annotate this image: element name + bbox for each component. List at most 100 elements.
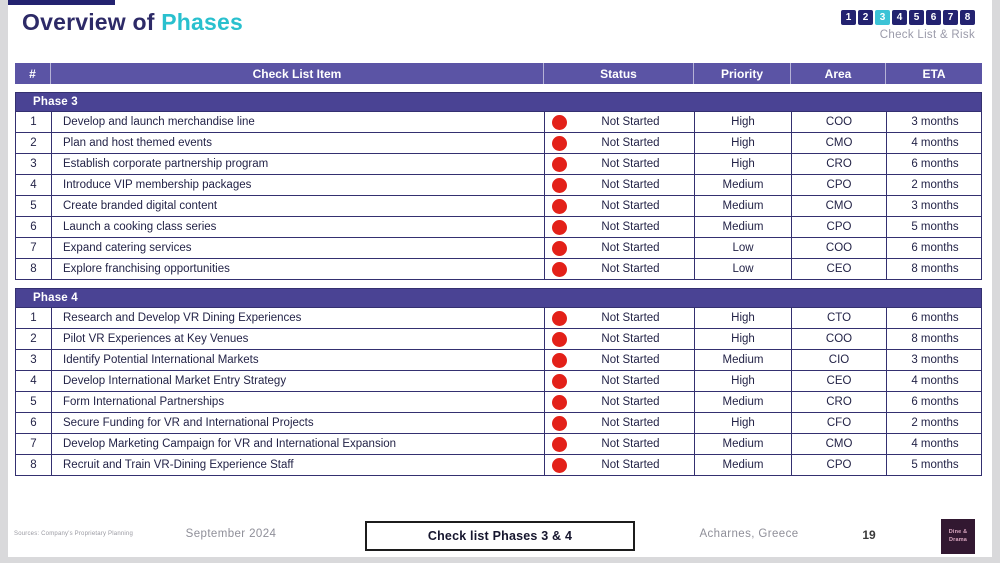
cell-status: Not Started [544,154,694,174]
table-row: 1 Research and Develop VR Dining Experien… [16,307,981,328]
cell-num: 3 [30,354,37,366]
status-dot-icon [552,261,567,277]
cell-num: 4 [30,375,37,387]
status-text: Not Started [601,333,660,345]
cell-item: Pilot VR Experiences at Key Venues [51,329,544,349]
cell-eta: 4 months [886,133,983,153]
cell-priority: Medium [694,196,791,216]
column-header-area: Area [790,63,885,84]
column-header-eta: ETA [885,63,982,84]
table-header-row: # Check List Item Status Priority Area ETA [15,63,982,84]
status-text: Not Started [601,417,660,429]
page-title: Overview of Phases [22,9,243,36]
page-nav-box-7[interactable]: 7 [943,10,958,25]
cell-priority: Medium [694,175,791,195]
page-nav-box-5[interactable]: 5 [909,10,924,25]
status-text: Not Started [601,137,660,149]
cell-status: Not Started [544,308,694,328]
cell-item: Recruit and Train VR-Dining Experience S… [51,455,544,475]
column-header-item: Check List Item [50,63,543,84]
cell-num: 1 [30,312,37,324]
cell-priority: High [694,329,791,349]
cell-priority: Low [694,238,791,258]
slide-tagline: Check list Phases 3 & 4 [427,529,573,543]
cell-status: Not Started [544,238,694,258]
cell-priority: Low [694,259,791,279]
page-nav-box-2[interactable]: 2 [858,10,873,25]
cell-eta: 6 months [886,308,983,328]
cell-priority: Medium [694,350,791,370]
cell-area: CEO [791,259,886,279]
table-row: 7 Develop Marketing Campaign for VR and I… [16,433,981,454]
column-header-status: Status [543,63,693,84]
status-dot-icon [552,219,567,235]
sources-note: Sources: Company's Proprietary Planning [14,531,133,537]
cell-area: CIO [791,350,886,370]
status-dot-icon [552,114,567,130]
cell-item: Introduce VIP membership packages [51,175,544,195]
cell-status: Not Started [544,455,694,475]
cell-eta: 4 months [886,434,983,454]
cell-eta: 6 months [886,392,983,412]
page-nav-box-8[interactable]: 8 [960,10,975,25]
cell-area: CFO [791,413,886,433]
cell-status: Not Started [544,217,694,237]
table-row: 4 Develop International Market Entry Stra… [16,370,981,391]
cell-num: 7 [30,438,37,450]
status-dot-icon [552,177,567,193]
status-text: Not Started [601,116,660,128]
cell-eta: 5 months [886,455,983,475]
status-dot-icon [552,415,567,431]
cell-item: Establish corporate partnership program [51,154,544,174]
status-text: Not Started [601,438,660,450]
cell-status: Not Started [544,350,694,370]
page-nav-box-3[interactable]: 3 [875,10,890,25]
table-row: 5 Create branded digital content Not Start… [16,195,981,216]
table-row: 1 Develop and launch merchandise line Not … [16,111,981,132]
status-text: Not Started [601,459,660,471]
cell-priority: Medium [694,217,791,237]
cell-area: COO [791,238,886,258]
title-accent: Phases [161,9,243,35]
cell-status: Not Started [544,175,694,195]
page-nav-box-4[interactable]: 4 [892,10,907,25]
page-nav-box-1[interactable]: 1 [841,10,856,25]
column-header-num: # [29,66,36,81]
phase-band: Phase 3 [16,93,981,111]
page-nav-box-6[interactable]: 6 [926,10,941,25]
footer-date: September 2024 [185,528,277,540]
status-text: Not Started [601,158,660,170]
status-dot-icon [552,156,567,172]
table-row: 2 Pilot VR Experiences at Key Venues Not S… [16,328,981,349]
table-row: 2 Plan and host themed events Not Started H… [16,132,981,153]
cell-eta: 4 months [886,371,983,391]
status-dot-icon [552,373,567,389]
status-text: Not Started [601,375,660,387]
cell-priority: High [694,413,791,433]
cell-eta: 2 months [886,175,983,195]
cell-area: CRO [791,154,886,174]
status-dot-icon [552,394,567,410]
cell-item: Plan and host themed events [51,133,544,153]
status-dot-icon [552,198,567,214]
status-text: Not Started [601,221,660,233]
cell-eta: 3 months [886,196,983,216]
cell-status: Not Started [544,413,694,433]
cell-area: CMO [791,434,886,454]
cell-priority: High [694,154,791,174]
status-text: Not Started [601,263,660,275]
cell-num: 8 [30,263,37,275]
cell-item: Launch a cooking class series [51,217,544,237]
cell-priority: Medium [694,434,791,454]
cell-num: 8 [30,459,37,471]
cell-eta: 3 months [886,350,983,370]
cell-num: 6 [30,417,37,429]
cell-status: Not Started [544,392,694,412]
cell-item: Develop International Market Entry Strat… [51,371,544,391]
cell-num: 4 [30,179,37,191]
top-accent-bar [8,0,115,5]
table-row: 5 Form International Partnerships Not Star… [16,391,981,412]
cell-item: Identify Potential International Markets [51,350,544,370]
title-prefix: Overview of [22,9,155,35]
status-dot-icon [552,457,567,473]
